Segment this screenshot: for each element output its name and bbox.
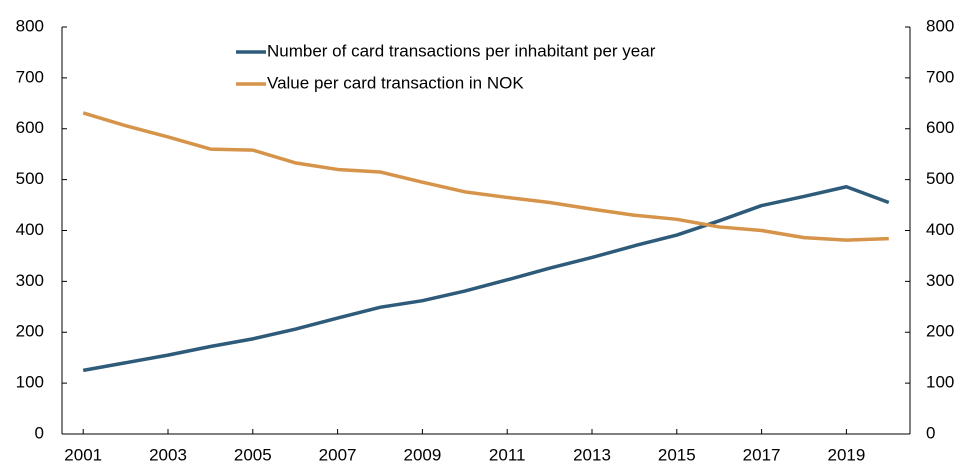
y2-tick-label: 500 [926,169,954,188]
y2-tick-label: 100 [926,373,954,392]
series-line [82,184,890,373]
y-tick-label: 300 [16,271,44,290]
y-tick-label: 0 [35,423,44,442]
x-tick-label: 2005 [234,445,272,464]
x-tick-label: 2013 [573,445,611,464]
y-tick-label: 100 [16,373,44,392]
y-tick-label: 400 [16,220,44,239]
x-tick-label: 2017 [743,445,781,464]
x-tick-label: 2009 [403,445,441,464]
x-tick-label: 2003 [149,445,187,464]
y2-tick-label: 400 [926,220,954,239]
x-tick-label: 2015 [658,445,696,464]
y-tick-label: 500 [16,169,44,188]
y2-tick-label: 700 [926,67,954,86]
y2-tick-label: 800 [926,16,954,35]
y2-tick-label: 300 [926,271,954,290]
y-tick-label: 700 [16,67,44,86]
x-tick-label: 2001 [64,445,102,464]
legend-label: Number of card transactions per inhabita… [267,41,656,60]
y2-tick-label: 600 [926,118,954,137]
x-tick-label: 2011 [489,445,526,464]
y-tick-label: 600 [16,118,44,137]
legend-label: Value per card transaction in NOK [267,73,524,92]
x-tick-label: 2007 [319,445,357,464]
y-tick-label: 200 [16,322,44,341]
y-tick-label: 800 [16,16,44,35]
series-line [82,111,889,242]
y2-tick-label: 200 [926,322,954,341]
y2-tick-label: 0 [926,423,935,442]
x-tick-label: 2019 [827,445,865,464]
